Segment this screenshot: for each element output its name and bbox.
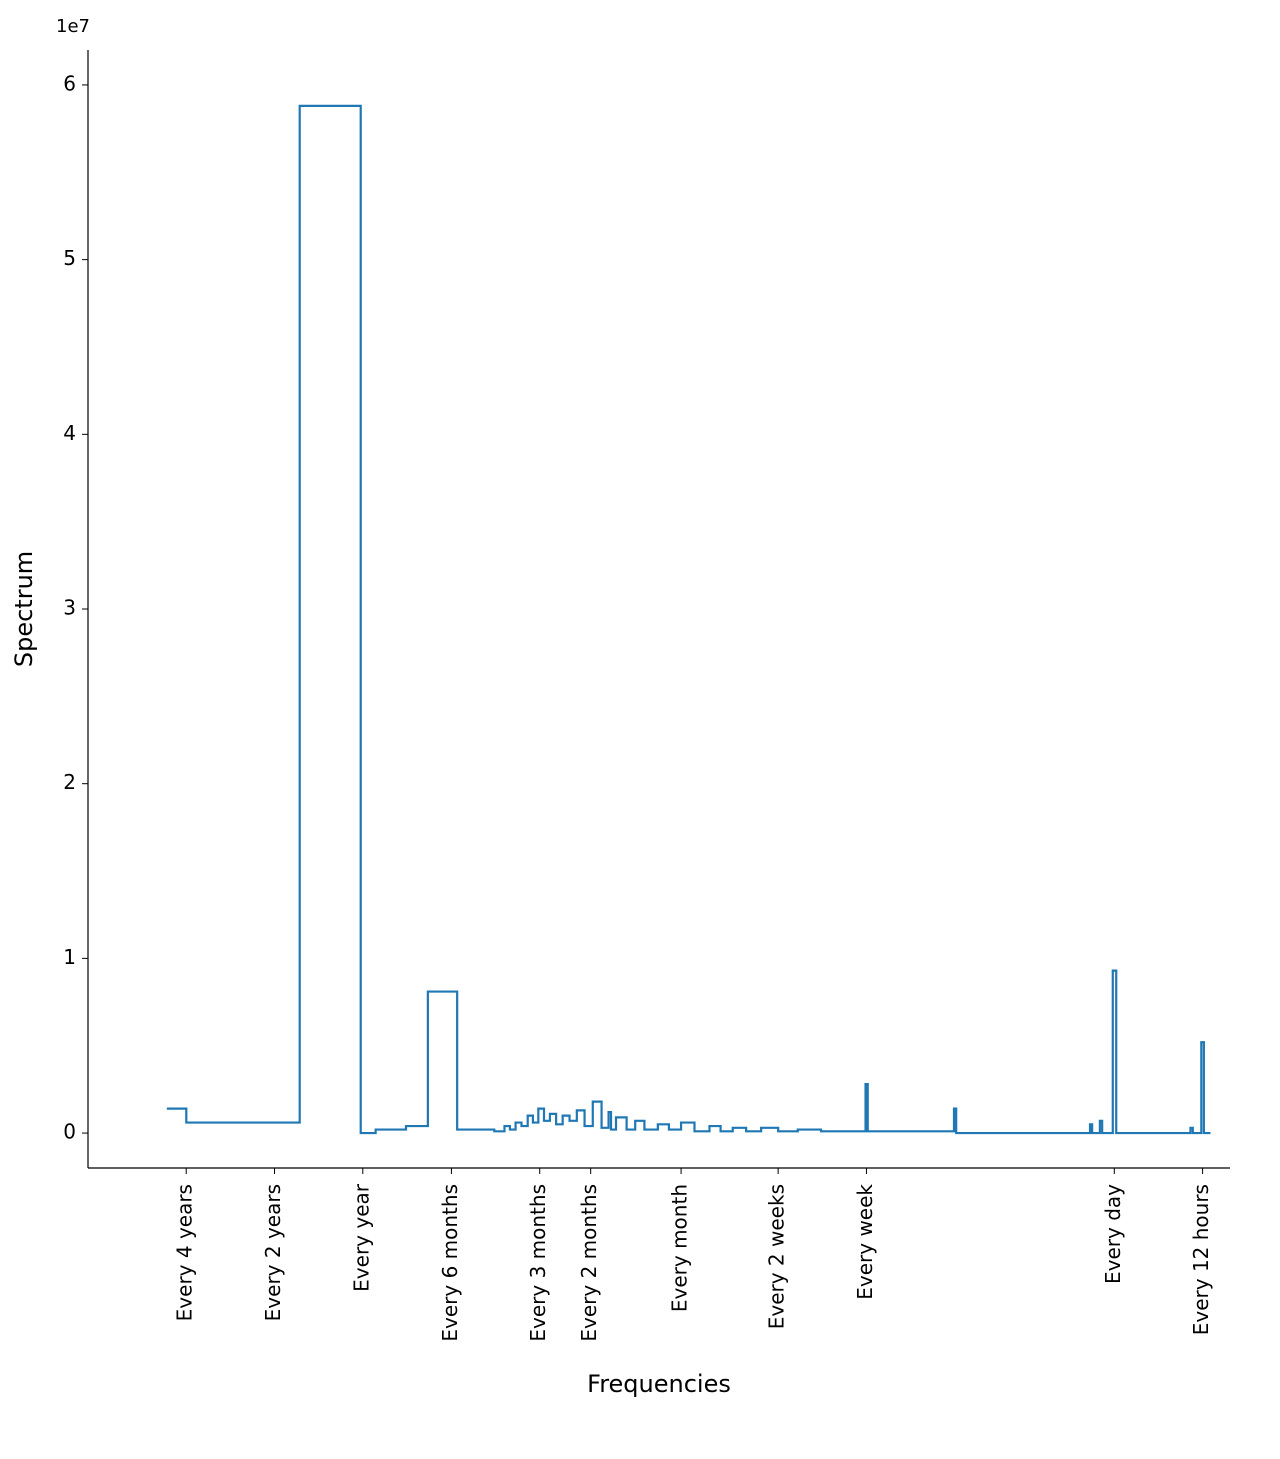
svg-text:1e7: 1e7 xyxy=(56,16,90,37)
svg-text:Frequencies: Frequencies xyxy=(587,1370,731,1398)
svg-text:Every 3 months: Every 3 months xyxy=(526,1184,550,1342)
svg-text:Every 2 years: Every 2 years xyxy=(261,1184,285,1321)
chart-svg: 0 1 2 3 4 5 6 1e7 Spectrum Every 4 years Every 2 y… xyxy=(0,0,1280,1459)
svg-text:Every 4 years: Every 4 years xyxy=(173,1184,197,1321)
spectrum-chart: 0 1 2 3 4 5 6 1e7 Spectrum Every 4 years Every 2 y… xyxy=(0,0,1280,1459)
svg-text:3: 3 xyxy=(63,596,76,620)
svg-text:5: 5 xyxy=(63,246,76,270)
svg-text:Every year: Every year xyxy=(349,1183,373,1292)
svg-text:0: 0 xyxy=(63,1120,76,1144)
svg-text:Every 2 months: Every 2 months xyxy=(577,1184,601,1342)
svg-text:1: 1 xyxy=(63,945,76,969)
svg-text:Every month: Every month xyxy=(668,1184,692,1312)
svg-text:Every day: Every day xyxy=(1101,1184,1125,1284)
svg-text:Spectrum: Spectrum xyxy=(10,551,38,667)
svg-text:Every 6 months: Every 6 months xyxy=(438,1184,462,1342)
svg-text:Every week: Every week xyxy=(853,1184,877,1300)
svg-text:4: 4 xyxy=(63,421,76,445)
svg-text:6: 6 xyxy=(63,71,76,95)
svg-text:Every 12 hours: Every 12 hours xyxy=(1189,1184,1213,1335)
svg-text:Every 2 weeks: Every 2 weeks xyxy=(765,1184,789,1329)
svg-text:2: 2 xyxy=(63,770,76,794)
